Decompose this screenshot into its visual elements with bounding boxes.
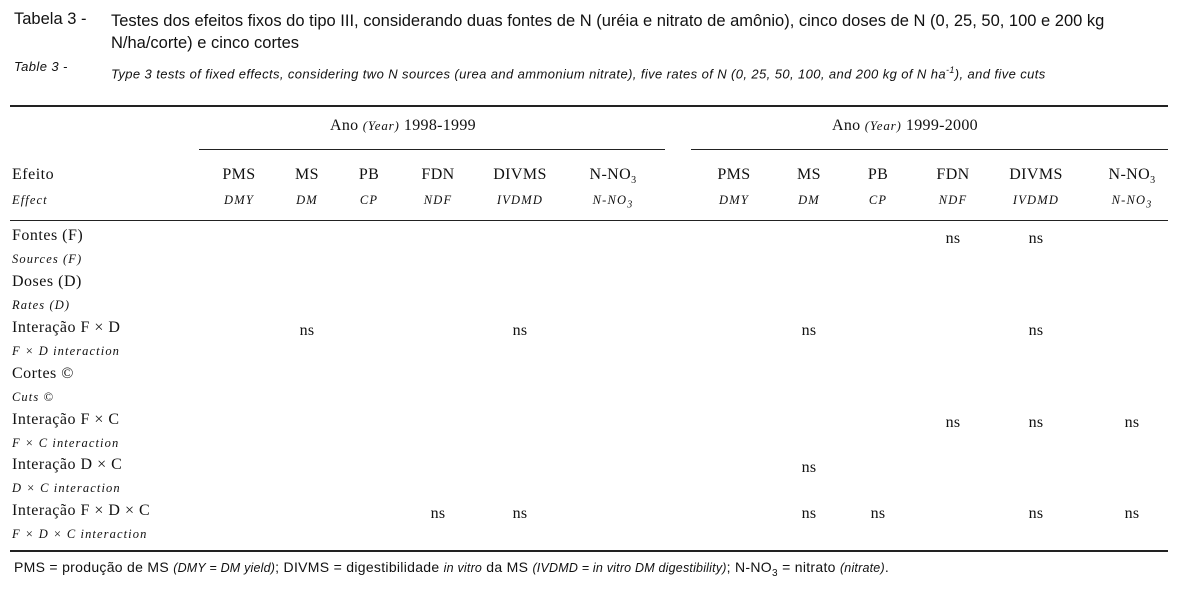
row-label: Interação F × D × C (12, 502, 151, 519)
row-label-en: F × D interaction (12, 344, 121, 358)
year1-underline (199, 149, 665, 150)
table-cell: ns (801, 505, 817, 522)
table-cell: ns (1028, 414, 1044, 431)
row-label: Interação D × C (12, 456, 123, 473)
column-header: DIVMS (493, 166, 547, 183)
column-subheader: NDF (423, 193, 453, 207)
row-label-en: F × C interaction (12, 436, 120, 450)
row-label-en: D × C interaction (12, 481, 121, 495)
column-header: N-NO3 (1108, 166, 1156, 187)
table-cell: ns (512, 505, 528, 522)
table-cell: ns (430, 505, 446, 522)
table-cell: ns (299, 322, 315, 339)
effect-header-en: Effect (12, 193, 48, 207)
column-subheader: CP (359, 193, 379, 207)
column-header: PB (867, 166, 889, 183)
table-cell: ns (1028, 322, 1044, 339)
table-cell: ns (512, 322, 528, 339)
row-label: Fontes (F) (12, 227, 84, 244)
effect-header: Efeito (12, 166, 55, 183)
column-header: FDN (421, 166, 455, 183)
row-label-en: Sources (F) (12, 252, 83, 266)
row-label-en: Rates (D) (12, 298, 71, 312)
row-label: Cortes © (12, 365, 74, 382)
table-cell: ns (945, 230, 961, 247)
column-subheader: IVDMD (496, 193, 544, 207)
table-cell: ns (945, 414, 961, 431)
column-subheader: DMY (224, 193, 254, 207)
year-header-1: Ano (Year) 1998-1999 (330, 117, 476, 134)
table-cell: ns (801, 459, 817, 476)
row-label: Doses (D) (12, 273, 82, 290)
column-header: PMS (222, 166, 256, 183)
row-label-en: F × D × C interaction (12, 527, 148, 541)
column-subheader: DMY (719, 193, 749, 207)
table-cell: ns (1028, 230, 1044, 247)
table-label-en: Table 3 - (14, 59, 68, 74)
table-label-pt: Tabela 3 - (14, 10, 87, 28)
top-rule (10, 105, 1168, 107)
column-subheader: CP (868, 193, 888, 207)
table-cell: ns (801, 322, 817, 339)
table-cell: ns (1028, 505, 1044, 522)
column-subheader: NDF (938, 193, 968, 207)
year-header-2: Ano (Year) 1999-2000 (832, 117, 978, 134)
column-header: DIVMS (1009, 166, 1063, 183)
column-header: FDN (936, 166, 970, 183)
bottom-rule (10, 550, 1168, 552)
table-title-pt: Testes dos efeitos fixos do tipo III, co… (111, 12, 1105, 52)
footnote: PMS = produção de MS (DMY = DM yield); D… (14, 559, 890, 579)
column-subheader: N-NO3 (1111, 193, 1153, 211)
table-cell: ns (870, 505, 886, 522)
column-header: MS (295, 166, 319, 183)
column-header: MS (797, 166, 821, 183)
row-label: Interação F × C (12, 411, 120, 428)
column-header: PB (358, 166, 380, 183)
column-subheader: N-NO3 (592, 193, 634, 211)
table-cell: ns (1124, 414, 1140, 431)
header-rule (10, 220, 1168, 221)
column-subheader: IVDMD (1012, 193, 1060, 207)
row-label-en: Cuts © (12, 390, 55, 404)
table-cell: ns (1124, 505, 1140, 522)
column-header: N-NO3 (589, 166, 637, 187)
column-header: PMS (717, 166, 751, 183)
column-subheader: DM (798, 193, 820, 207)
column-subheader: DM (296, 193, 318, 207)
year2-underline (691, 149, 1168, 150)
table-title-en: Type 3 tests of fixed effects, consideri… (111, 65, 1046, 82)
row-label: Interação F × D (12, 319, 121, 336)
